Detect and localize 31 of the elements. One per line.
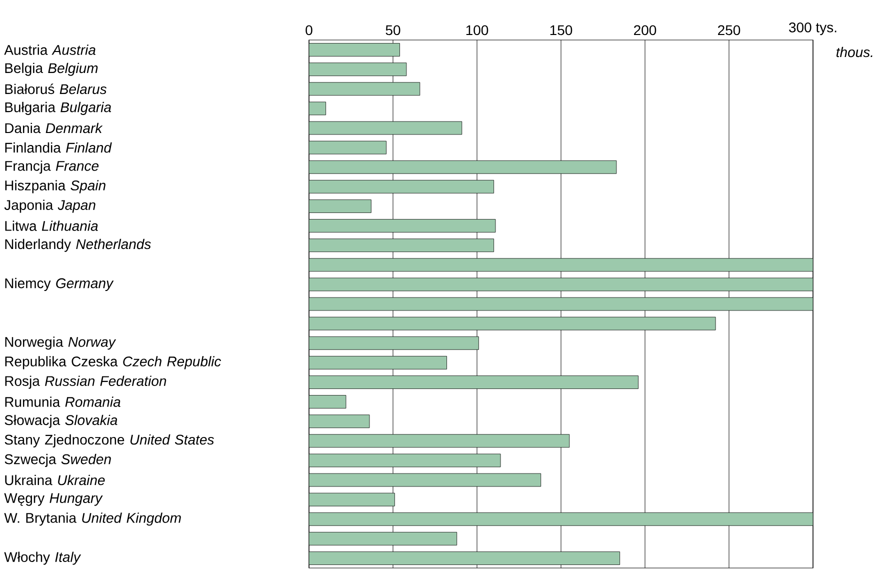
y-tick-label: Dania Denmark bbox=[5, 122, 103, 134]
y-tick-label: Stany Zjednoczone United States bbox=[4, 434, 214, 448]
y-tick-label: Francja France bbox=[5, 160, 99, 174]
y-tick-label: Ukraina Ukraine bbox=[5, 474, 105, 486]
y-tick-label: Niemcy Germany bbox=[5, 278, 114, 291]
x-tick-label: 100 bbox=[466, 25, 488, 36]
x-tick-label: 0 bbox=[306, 25, 312, 36]
x-tick-label: 250 bbox=[718, 25, 740, 36]
y-tick-label: W. Brytania United Kingdom bbox=[4, 512, 181, 526]
y-tick-label: Niderlandy Netherlands bbox=[5, 238, 151, 252]
y-tick-label: Słowacja Slovakia bbox=[4, 414, 118, 428]
x-tick-label: 150 bbox=[550, 25, 572, 36]
x-tick-label: 50 bbox=[386, 25, 400, 36]
y-tick-label: Hiszpania Spain bbox=[5, 180, 106, 194]
y-tick-label: Szwecja Sweden bbox=[4, 454, 111, 467]
y-tick-label: Norwegia Norway bbox=[5, 336, 116, 350]
x-tick-label: 200 bbox=[634, 25, 656, 36]
y-tick-label: Finlandia Finland bbox=[5, 142, 112, 153]
y-tick-label: Białoruś Belarus bbox=[5, 84, 107, 94]
y-tick-label: Litwa Lithuania bbox=[5, 220, 98, 231]
y-tick-label: Republika Czeska Czech Republic bbox=[5, 356, 222, 370]
y-tick-label: Rosja Russian Federation bbox=[5, 376, 166, 389]
x-tick-label: 300 tys. bbox=[789, 22, 836, 36]
y-tick-label: Austria Austria bbox=[4, 44, 96, 55]
y-tick-label: Belgia Belgium bbox=[5, 62, 98, 76]
y-tick-label: Japonia Japan bbox=[4, 200, 96, 213]
x-axis-title: thous. bbox=[836, 46, 872, 58]
y-tick-label: Bułgaria Bulgaria bbox=[5, 102, 112, 115]
y-tick-label: Włochy Italy bbox=[4, 552, 82, 565]
y-tick-label: Węgry Hungary bbox=[4, 493, 103, 506]
y-tick-label: Rumunia Romania bbox=[5, 396, 120, 407]
